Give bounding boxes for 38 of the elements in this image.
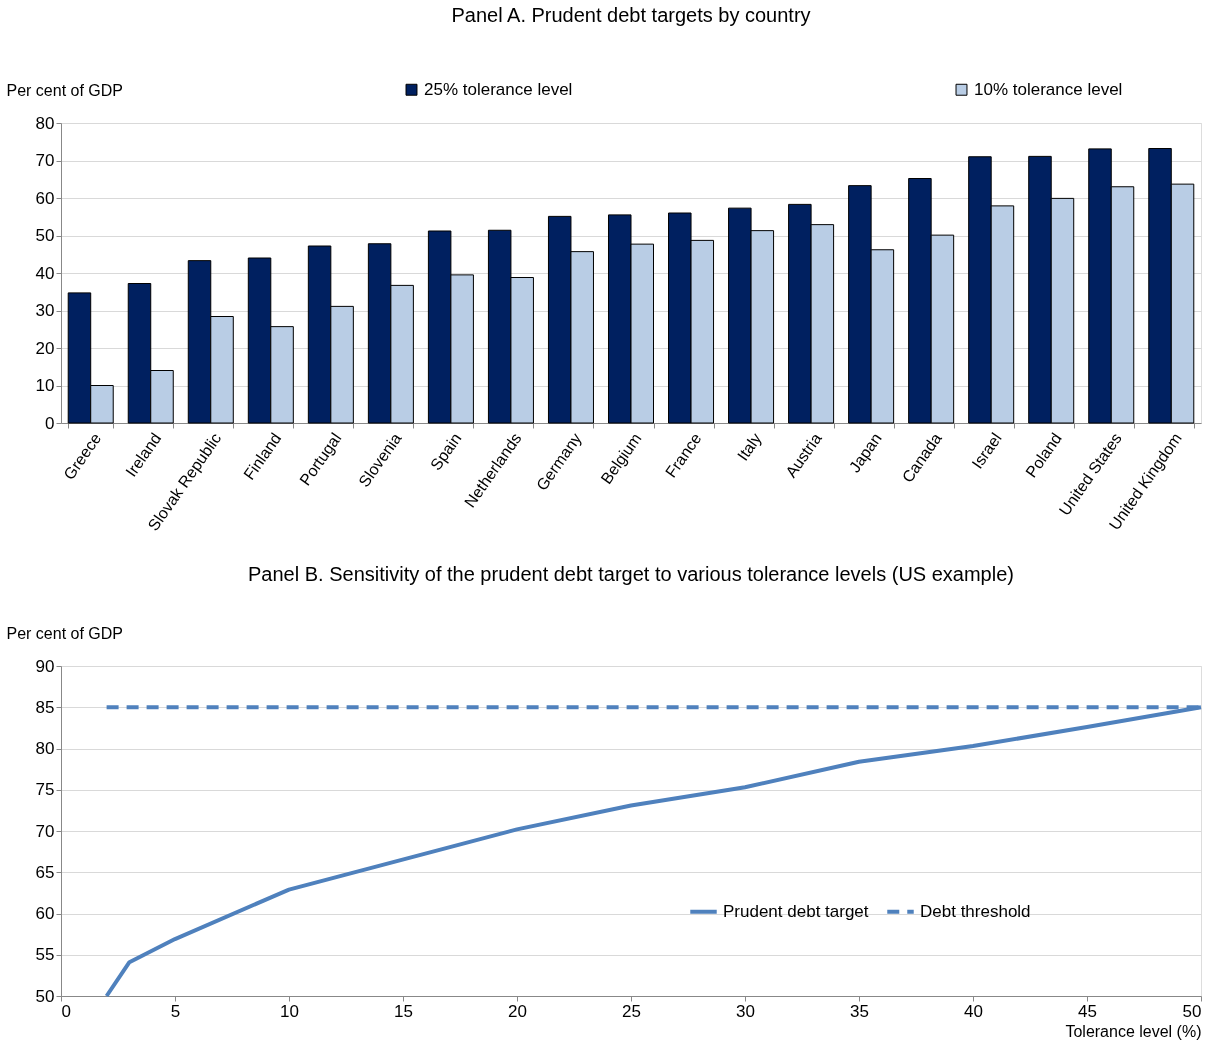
y-tick-label: 40 bbox=[35, 263, 55, 283]
x-tick-label: 45 bbox=[1078, 1001, 1097, 1021]
y-tick-label: 50 bbox=[35, 226, 55, 245]
legend-label: 10% tolerance level bbox=[974, 79, 1123, 99]
x-tick-label: 5 bbox=[170, 1001, 181, 1021]
x-tick-label: 30 bbox=[736, 1001, 755, 1021]
y-tick-label: 60 bbox=[35, 904, 55, 923]
y-tick-label: 0 bbox=[45, 413, 55, 433]
y-tick-label: 65 bbox=[35, 862, 55, 882]
y-tick-label: 75 bbox=[35, 780, 55, 800]
y-tick-label: 60 bbox=[35, 188, 55, 208]
x-axis-title: Tolerance level (%) bbox=[1065, 1022, 1202, 1040]
legend-label: 25% tolerance level bbox=[424, 79, 573, 99]
x-tick-label: 40 bbox=[964, 1001, 983, 1021]
x-tick-label: 10 bbox=[280, 1001, 299, 1021]
y-tick-label: 50 bbox=[35, 986, 55, 1006]
y-axis-title: Per cent of GDP bbox=[6, 81, 123, 99]
x-tick-label: 15 bbox=[394, 1001, 413, 1021]
y-tick-label: 80 bbox=[35, 739, 55, 758]
x-tick-label: 35 bbox=[850, 1001, 869, 1021]
y-tick-label: 70 bbox=[35, 821, 55, 841]
x-tick-label: 20 bbox=[508, 1001, 527, 1021]
y-tick-label: 70 bbox=[35, 151, 55, 170]
x-tick-label: 0 bbox=[61, 1001, 71, 1021]
chart-title: Panel A. Prudent debt targets by country bbox=[451, 4, 811, 26]
chart-title: Panel B. Sensitivity of the prudent debt target to various tolerance levels (US example) bbox=[248, 563, 1014, 585]
y-tick-label: 20 bbox=[35, 338, 55, 358]
y-tick-label: 90 bbox=[35, 656, 55, 676]
y-tick-label: 10 bbox=[35, 376, 55, 395]
y-tick-label: 80 bbox=[35, 113, 55, 133]
y-tick-label: 55 bbox=[35, 945, 55, 965]
y-tick-label: 30 bbox=[35, 301, 55, 320]
x-tick-label: 50 bbox=[1182, 1001, 1202, 1021]
legend-label: Prudent debt target bbox=[723, 901, 869, 921]
x-tick-label: 25 bbox=[622, 1001, 641, 1021]
y-axis-title: Per cent of GDP bbox=[6, 624, 123, 642]
y-tick-label: 85 bbox=[35, 697, 55, 717]
legend-label: Debt threshold bbox=[920, 901, 1031, 921]
